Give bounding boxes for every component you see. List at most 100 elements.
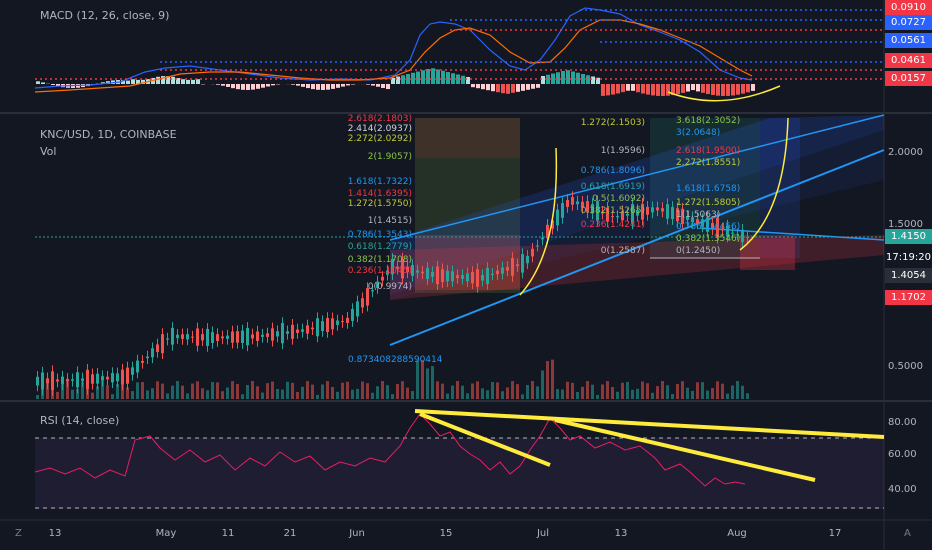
volume-bar bbox=[381, 381, 384, 399]
candle-body bbox=[261, 334, 264, 337]
fib-level-label: 0.236(1.4241) bbox=[580, 220, 645, 230]
rsi-trendline-2 bbox=[419, 412, 551, 467]
volume-bar bbox=[326, 381, 329, 399]
macd-histogram-bar bbox=[496, 84, 500, 93]
candle-body bbox=[136, 360, 139, 373]
macd-histogram-bar bbox=[441, 70, 445, 84]
volume-bar bbox=[451, 385, 454, 399]
macd-histogram-bar bbox=[546, 74, 550, 84]
candle-body bbox=[311, 327, 314, 330]
candle-body bbox=[731, 232, 734, 234]
volume-bar bbox=[311, 384, 314, 399]
macd-histogram-bar bbox=[416, 71, 420, 84]
date-tick-label: 21 bbox=[283, 528, 297, 539]
macd-histogram-bar bbox=[331, 84, 335, 89]
candle-body bbox=[141, 361, 144, 363]
volume-bar bbox=[206, 390, 209, 399]
macd-histogram-bar bbox=[466, 77, 470, 84]
volume-bar bbox=[241, 394, 244, 399]
date-tick-label: 11 bbox=[221, 528, 235, 539]
macd-histogram-bar bbox=[41, 82, 45, 84]
volume-bar bbox=[251, 381, 254, 399]
volume-bar bbox=[316, 394, 319, 399]
macd-histogram-bar bbox=[681, 84, 685, 93]
zoom-corner-button[interactable]: Z bbox=[15, 528, 22, 539]
candle-body bbox=[416, 270, 419, 273]
fib-level-label: 0(1.2450) bbox=[676, 246, 721, 256]
volume-bar bbox=[106, 385, 109, 399]
macd-histogram-bar bbox=[306, 84, 310, 89]
macd-histogram-bar bbox=[586, 75, 590, 84]
price-value-tag: 17:19:20 bbox=[885, 250, 932, 265]
candle-body bbox=[406, 266, 409, 273]
candle-body bbox=[216, 334, 219, 341]
volume-bar bbox=[141, 382, 144, 399]
candle-body bbox=[721, 228, 724, 231]
date-tick-label: Jun bbox=[349, 528, 365, 539]
candle-body bbox=[131, 367, 134, 375]
macd-line bbox=[34, 7, 753, 89]
auto-scale-button[interactable]: A bbox=[904, 528, 911, 539]
candle-body bbox=[66, 378, 69, 382]
candle-body bbox=[256, 331, 259, 341]
volume-bar bbox=[321, 384, 324, 399]
macd-label: MACD (12, 26, close, 9) bbox=[40, 9, 170, 22]
volume-bar bbox=[256, 386, 259, 399]
macd-histogram-bar bbox=[736, 84, 740, 95]
volume-bar bbox=[556, 389, 559, 399]
candle-body bbox=[51, 371, 54, 390]
macd-histogram-bar bbox=[636, 84, 640, 93]
candle-body bbox=[421, 271, 424, 274]
macd-histogram-bar bbox=[311, 84, 315, 90]
low-value-label: 0.873408288590414 bbox=[348, 355, 443, 365]
candle-body bbox=[46, 378, 49, 384]
volume-bar bbox=[526, 385, 529, 399]
macd-histogram-bar bbox=[196, 79, 200, 84]
candle-body bbox=[531, 248, 534, 257]
candle-body bbox=[506, 266, 509, 271]
macd-histogram-bar bbox=[171, 76, 175, 84]
candle-body bbox=[226, 335, 229, 339]
volume-bar bbox=[711, 388, 714, 399]
candle-body bbox=[436, 266, 439, 285]
macd-curve-annotation bbox=[667, 85, 781, 102]
volume-bar bbox=[456, 381, 459, 399]
volume-bar bbox=[491, 382, 494, 399]
macd-histogram-bar bbox=[661, 84, 665, 96]
candle-body bbox=[536, 245, 539, 247]
fib-level-label: 0.236(1.1045) bbox=[347, 266, 412, 276]
macd-histogram-bar bbox=[136, 79, 140, 84]
candle-body bbox=[426, 267, 429, 280]
volume-bar bbox=[236, 384, 239, 399]
fib-level-label: 1(1.5063) bbox=[676, 210, 721, 220]
candles bbox=[36, 191, 749, 396]
macd-value-tag: 0.0461 bbox=[885, 53, 932, 68]
volume-bar bbox=[441, 383, 444, 399]
date-tick-label: 15 bbox=[439, 528, 453, 539]
volume-bar bbox=[416, 360, 419, 399]
macd-histogram-bar bbox=[406, 74, 410, 84]
macd-histogram-bar bbox=[291, 84, 295, 85]
volume-bar bbox=[136, 382, 139, 399]
fib-level-label: 2.618(2.1803) bbox=[347, 114, 412, 124]
volume-bar bbox=[371, 392, 374, 399]
volume-bar bbox=[386, 385, 389, 399]
macd-histogram-bar bbox=[401, 75, 405, 84]
macd-histogram-bar bbox=[126, 80, 130, 84]
macd-histogram-bar bbox=[676, 84, 680, 95]
rsi-axis-label: 40.00 bbox=[888, 484, 917, 495]
macd-histogram-bar bbox=[556, 72, 560, 84]
candle-body bbox=[106, 376, 109, 380]
macd-histogram-bar bbox=[461, 75, 465, 84]
candle-body bbox=[481, 274, 484, 281]
fib-level-label: 1.272(1.5805) bbox=[676, 198, 741, 208]
candle-body bbox=[331, 318, 334, 330]
fib-level-label: 1.618(1.6758) bbox=[676, 184, 741, 194]
candle-body bbox=[631, 204, 634, 224]
candle-body bbox=[91, 374, 94, 384]
macd-histogram-bar bbox=[336, 84, 340, 88]
macd-histogram-bar bbox=[176, 78, 180, 84]
rsi-trendline-1 bbox=[414, 409, 885, 439]
price-axis-label: 0.5000 bbox=[888, 361, 923, 372]
candle-body bbox=[326, 317, 329, 332]
